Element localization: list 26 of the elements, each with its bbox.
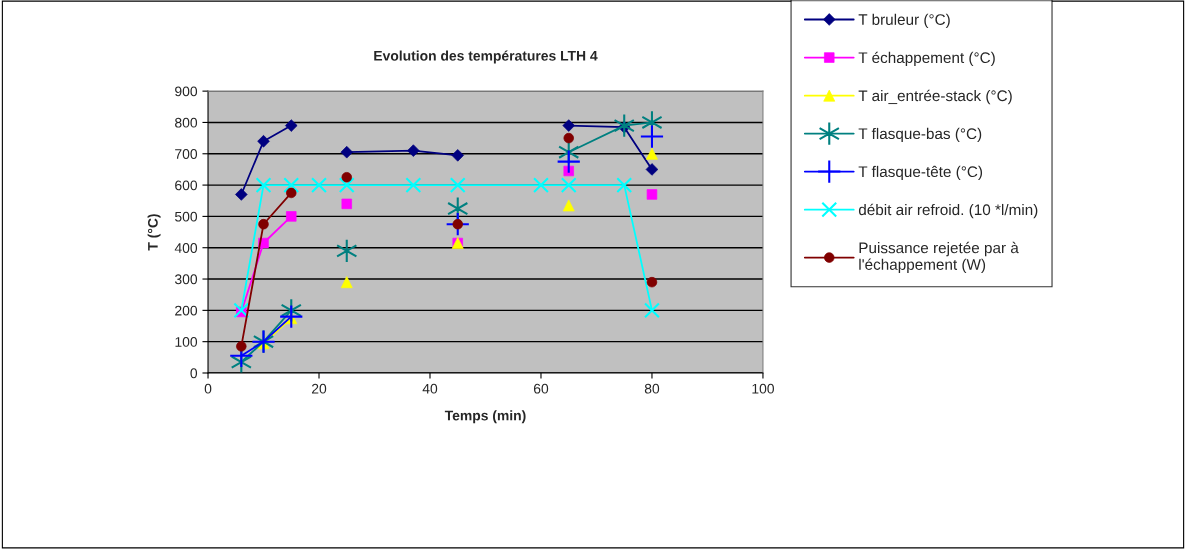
legend-label: T bruleur (°C) (858, 13, 950, 28)
y-tick-label: 400 (174, 243, 198, 253)
y-tick-label: 900 (175, 86, 198, 97)
x-tick-label: 40 (422, 383, 438, 394)
x-tick-label: 0 (204, 383, 212, 394)
y-tick-label: 300 (174, 274, 198, 285)
y-tick-label: 100 (175, 337, 198, 347)
y-tick-label: 800 (175, 117, 198, 128)
y-axis-title: T (°C) (147, 214, 161, 251)
legend-label: T flasque-tête (°C) (858, 165, 983, 181)
y-tick-label: 0 (190, 368, 198, 379)
legend-label: T échappement (°C) (858, 51, 995, 67)
legend-label: Puissance rejetée par à l'échappement (W) (859, 241, 1019, 273)
x-tick-label: 20 (311, 383, 327, 394)
x-axis-title: Temps (min) (444, 410, 526, 424)
legend-label: T flasque-bas (°C) (858, 127, 982, 143)
y-tick-label: 600 (175, 180, 198, 191)
y-tick-label: 700 (175, 149, 198, 159)
x-tick-label: 80 (644, 383, 660, 394)
x-tick-label: 100 (752, 383, 774, 394)
legend-label: T air_entrée-stack (°C) (858, 89, 1012, 105)
legend-label: débit air refroid. (10 *l/min) (858, 203, 1038, 219)
y-tick-label: 500 (174, 211, 198, 222)
y-tick-label: 200 (175, 305, 198, 316)
x-tick-label: 60 (533, 383, 549, 394)
chart-title: Evolution des températures LTH 4 (374, 50, 598, 64)
